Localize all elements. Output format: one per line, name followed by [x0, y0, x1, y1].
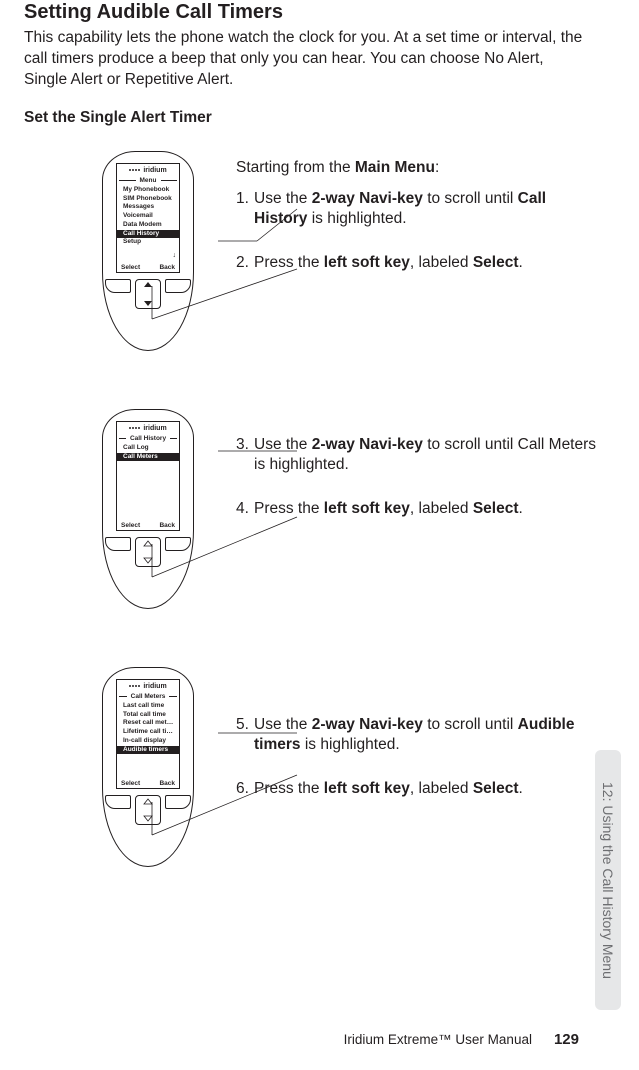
brand-label: iridium	[117, 680, 179, 692]
menu-item: In-call display	[123, 737, 175, 746]
menu-item: SIM Phonebook	[123, 195, 175, 204]
scroll-down-icon: ↓	[173, 252, 177, 259]
softkey-select: Select	[121, 780, 140, 787]
menu-item: Last call time	[123, 702, 175, 711]
page-footer: Iridium Extreme™ User Manual 129	[344, 1031, 579, 1048]
step-row-1: iridium Menu ↓ My PhonebookSIM Phonebook…	[24, 151, 603, 351]
menu-item: Total call time	[123, 711, 175, 720]
step-5: 5.Use the 2-way Navi-key to scroll until…	[236, 715, 603, 755]
phone-illustration-1: iridium Menu ↓ My PhonebookSIM Phonebook…	[102, 151, 194, 351]
page-title: Setting Audible Call Timers	[24, 0, 603, 24]
lead-text: Starting from the Main Menu:	[236, 159, 603, 177]
step-4: 4.Press the left soft key, labeled Selec…	[236, 499, 603, 519]
menu-item: Call Meters	[117, 453, 179, 462]
right-soft-button	[165, 537, 191, 551]
menu-item: Audible timers	[117, 746, 179, 755]
softkey-back: Back	[159, 780, 175, 787]
step-1: 1.Use the 2-way Navi-key to scroll until…	[236, 189, 603, 229]
phone-illustration-3: iridium Call Meters Last call timeTotal …	[102, 667, 194, 867]
screen-title: Call History	[128, 435, 168, 442]
menu-item: My Phonebook	[123, 186, 175, 195]
brand-label: iridium	[117, 422, 179, 434]
softkey-select: Select	[121, 522, 140, 529]
step-row-2: iridium Call History Call LogCall Meters…	[24, 409, 603, 609]
section-subhead: Set the Single Alert Timer	[24, 109, 603, 127]
menu-item: Setup	[123, 238, 175, 247]
menu-item: Call Log	[123, 444, 175, 453]
left-soft-button	[105, 795, 131, 809]
navi-key	[135, 537, 161, 567]
menu-list: Last call timeTotal call timeReset call …	[117, 702, 179, 776]
left-soft-button	[105, 279, 131, 293]
right-soft-button	[165, 795, 191, 809]
softkey-select: Select	[121, 264, 140, 271]
phone-illustration-2: iridium Call History Call LogCall Meters…	[102, 409, 194, 609]
step-3: 3.Use the 2-way Navi-key to scroll until…	[236, 435, 603, 475]
menu-item: Voicemail	[123, 212, 175, 221]
navi-key	[135, 795, 161, 825]
menu-item: Reset call meter. . .	[123, 719, 175, 728]
step-2: 2.Press the left soft key, labeled Selec…	[236, 253, 603, 273]
intro-paragraph: This capability lets the phone watch the…	[24, 28, 584, 91]
menu-item: Data Modem	[123, 221, 175, 230]
navi-key	[135, 279, 161, 309]
right-soft-button	[165, 279, 191, 293]
page-number: 129	[554, 1031, 579, 1048]
menu-list: Call LogCall Meters	[117, 444, 179, 518]
menu-item: Call History	[117, 230, 179, 239]
step-row-3: iridium Call Meters Last call timeTotal …	[24, 667, 603, 867]
menu-item: Messages	[123, 203, 175, 212]
softkey-back: Back	[159, 264, 175, 271]
screen-title: Menu	[138, 177, 159, 184]
left-soft-button	[105, 537, 131, 551]
screen-title: Call Meters	[129, 693, 168, 700]
manual-title: Iridium Extreme™ User Manual	[344, 1032, 532, 1047]
step-6: 6.Press the left soft key, labeled Selec…	[236, 779, 603, 799]
brand-label: iridium	[117, 164, 179, 176]
menu-item: Lifetime call time	[123, 728, 175, 737]
chapter-tab: 12: Using the Call History Menu	[595, 750, 621, 1010]
menu-list: ↓ My PhonebookSIM PhonebookMessagesVoice…	[117, 186, 179, 260]
softkey-back: Back	[159, 522, 175, 529]
